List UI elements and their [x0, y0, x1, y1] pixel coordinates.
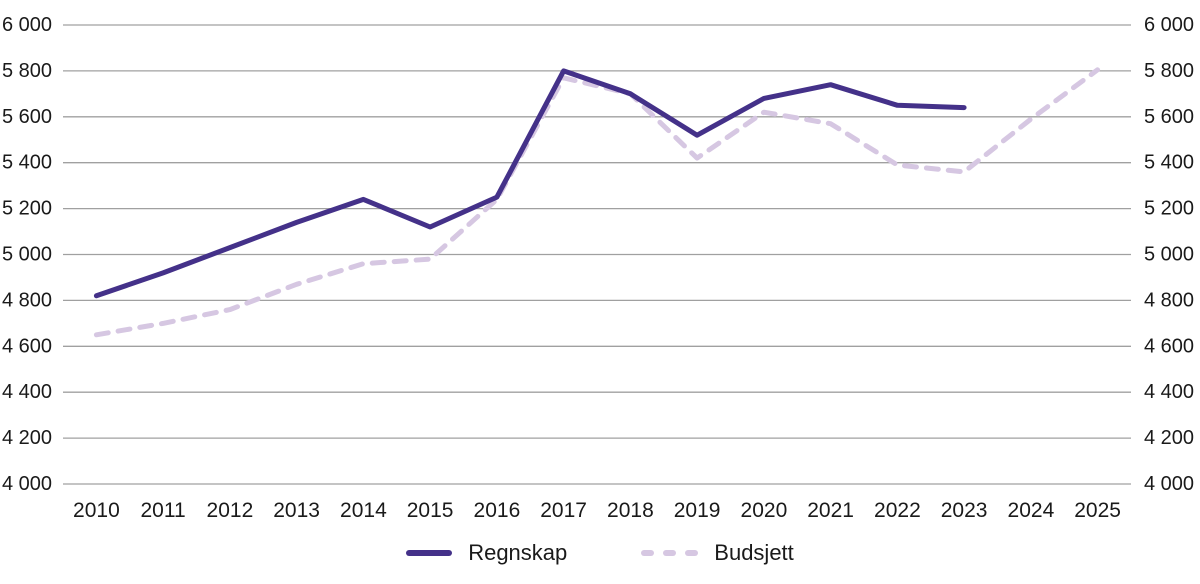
x-axis-label: 2014 [340, 499, 387, 522]
y-axis-tick-label-left: 4 400 [2, 381, 52, 403]
y-axis-tick-label-left: 4 000 [2, 473, 52, 495]
x-axis-label: 2020 [741, 499, 788, 522]
y-axis-tick-label-left: 5 200 [2, 198, 52, 220]
y-axis-tick-label-left: 5 600 [2, 106, 52, 128]
x-axis-label: 2016 [474, 499, 521, 522]
y-axis-tick-label-right: 5 600 [1144, 106, 1194, 128]
y-axis-tick-label-left: 5 800 [2, 60, 52, 82]
x-axis-label: 2023 [941, 499, 988, 522]
x-axis-label: 2013 [273, 499, 320, 522]
regnskap-line-swatch-icon [406, 550, 453, 556]
legend-item-budsjett: Budsjett [641, 540, 794, 566]
y-axis-tick-label-right: 4 800 [1144, 289, 1194, 311]
legend-label-budsjett: Budsjett [714, 540, 794, 565]
y-axis-tick-label-left: 4 200 [2, 427, 52, 449]
y-axis-tick-label-left: 5 400 [2, 152, 52, 174]
x-axis-label: 2019 [674, 499, 721, 522]
y-axis-tick-label-left: 4 600 [2, 335, 52, 357]
x-axis-label: 2018 [607, 499, 654, 522]
y-axis-tick-label-right: 5 000 [1144, 244, 1194, 266]
y-axis-tick-label-right: 4 600 [1144, 335, 1194, 357]
legend-item-regnskap: Regnskap [406, 540, 567, 566]
y-axis-tick-label-left: 6 000 [2, 14, 52, 36]
y-axis-tick-label-right: 5 800 [1144, 60, 1194, 82]
x-axis-label: 2011 [141, 499, 186, 522]
legend-label-regnskap: Regnskap [468, 540, 568, 565]
x-axis-label: 2022 [874, 499, 921, 522]
x-axis-label: 2017 [540, 499, 587, 522]
x-axis-label: 2021 [807, 499, 854, 522]
y-axis-tick-label-right: 5 400 [1144, 152, 1194, 174]
y-axis-tick-label-right: 4 000 [1144, 473, 1194, 495]
y-axis-tick-label-left: 5 000 [2, 244, 52, 266]
y-axis-tick-label-right: 6 000 [1144, 14, 1194, 36]
y-axis-tick-label-right: 4 400 [1144, 381, 1194, 403]
dash-segment [663, 550, 677, 556]
y-axis-tick-label-right: 5 200 [1144, 198, 1194, 220]
legend: Regnskap Budsjett [0, 540, 1200, 566]
y-axis-tick-label-left: 4 800 [2, 289, 52, 311]
dash-segment [685, 550, 699, 556]
y-axis-tick-label-right: 4 200 [1144, 427, 1194, 449]
x-axis-label: 2010 [73, 499, 120, 522]
budsjett-line [93, 67, 1101, 338]
x-axis-label: 2015 [407, 499, 454, 522]
dash-segment [641, 550, 655, 556]
regnskap-line [93, 68, 967, 299]
x-axis-label: 2024 [1008, 499, 1055, 522]
budsjett-line-swatch-icon [641, 550, 699, 556]
x-axis-label: 2012 [207, 499, 254, 522]
x-axis-label: 2025 [1074, 499, 1121, 522]
